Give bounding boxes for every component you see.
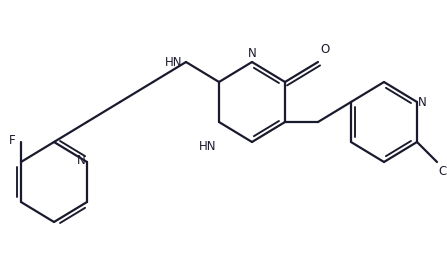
Text: O: O <box>320 43 329 56</box>
Text: N: N <box>418 96 427 108</box>
Text: F: F <box>9 134 16 147</box>
Text: N: N <box>248 47 257 60</box>
Text: CH₃: CH₃ <box>438 165 447 178</box>
Text: HN: HN <box>164 56 182 69</box>
Text: HN: HN <box>198 140 216 153</box>
Text: N: N <box>77 153 86 167</box>
